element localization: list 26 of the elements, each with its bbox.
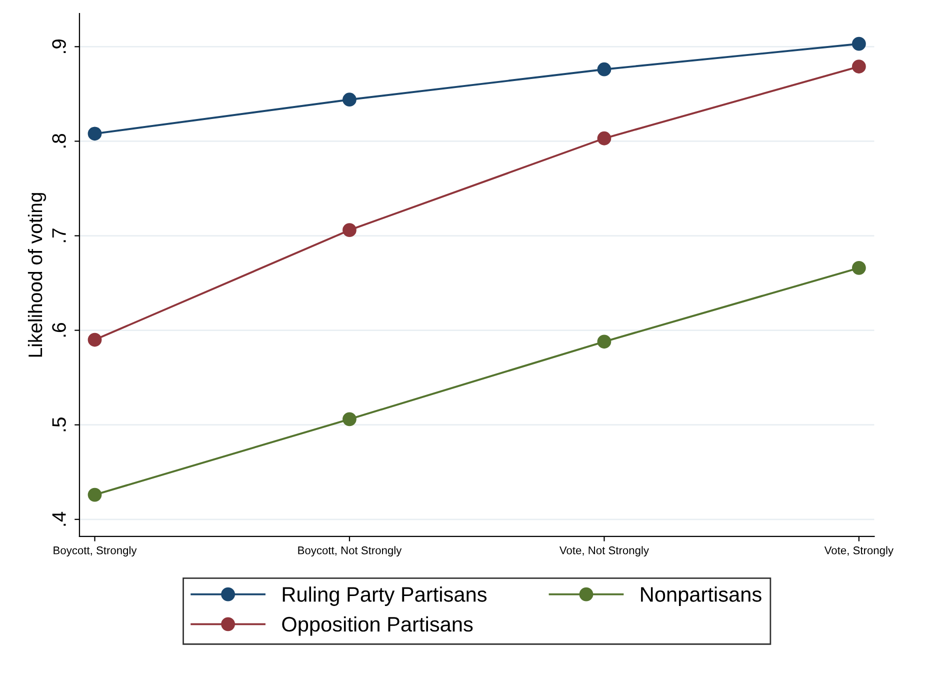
point [852, 36, 866, 51]
point [597, 131, 612, 146]
legend-label: Ruling Party Partisans [282, 586, 487, 606]
point [342, 92, 356, 107]
y-tick-label: .4 [52, 512, 66, 526]
y-tick-label: .8 [52, 134, 66, 148]
point [342, 412, 356, 426]
point [852, 260, 866, 275]
x-tick-label: Vote, Not Strongly [559, 546, 649, 556]
point [597, 334, 612, 349]
point [88, 332, 102, 347]
legend-label: Opposition Partisans [282, 616, 473, 636]
x-tick-label: Boycott, Not Strongly [298, 546, 402, 556]
point [342, 223, 356, 238]
y-tick-label: .6 [52, 323, 66, 337]
point [88, 488, 102, 502]
y-axis-title: Likelihood of voting [28, 193, 46, 357]
point [852, 60, 866, 74]
legend-label: Nonpartisans [641, 586, 762, 606]
y-tick-label: .5 [52, 418, 66, 432]
x-tick-label: Vote, Strongly [824, 546, 894, 556]
x-tick-label: Boycott, Strongly [54, 546, 137, 556]
y-tick-label: .7 [52, 228, 66, 242]
point [597, 62, 612, 76]
y-tick-label: .9 [52, 39, 66, 54]
point [88, 126, 102, 141]
